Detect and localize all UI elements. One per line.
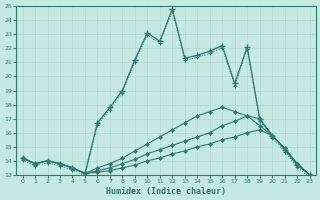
X-axis label: Humidex (Indice chaleur): Humidex (Indice chaleur) xyxy=(106,187,226,196)
